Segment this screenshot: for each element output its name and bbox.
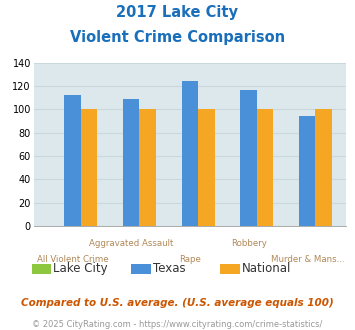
- Text: Rape: Rape: [179, 255, 201, 264]
- Text: Violent Crime Comparison: Violent Crime Comparison: [70, 30, 285, 45]
- Bar: [198, 109, 214, 226]
- Text: Aggravated Assault: Aggravated Assault: [89, 239, 174, 248]
- Text: Texas: Texas: [153, 262, 185, 276]
- Bar: [64, 95, 81, 226]
- Bar: [123, 99, 140, 226]
- Bar: [140, 109, 156, 226]
- Bar: [81, 109, 97, 226]
- Bar: [299, 116, 316, 226]
- Text: Murder & Mans...: Murder & Mans...: [271, 255, 344, 264]
- Text: 2017 Lake City: 2017 Lake City: [116, 5, 239, 20]
- Bar: [240, 89, 257, 226]
- Bar: [257, 109, 273, 226]
- Text: © 2025 CityRating.com - https://www.cityrating.com/crime-statistics/: © 2025 CityRating.com - https://www.city…: [32, 320, 323, 329]
- Text: Lake City: Lake City: [53, 262, 108, 276]
- Text: Compared to U.S. average. (U.S. average equals 100): Compared to U.S. average. (U.S. average …: [21, 298, 334, 308]
- Text: All Violent Crime: All Violent Crime: [37, 255, 108, 264]
- Bar: [316, 109, 332, 226]
- Text: Robbery: Robbery: [231, 239, 267, 248]
- Bar: [182, 82, 198, 226]
- Text: National: National: [241, 262, 291, 276]
